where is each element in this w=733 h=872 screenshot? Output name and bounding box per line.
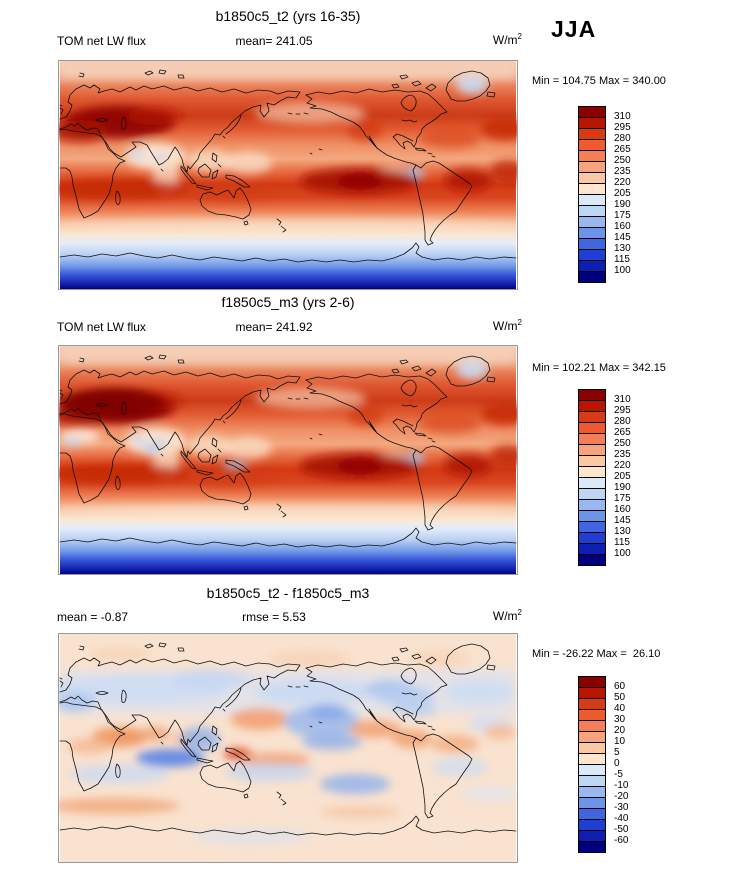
colorbar-tick: 250 — [614, 155, 631, 166]
colorbar-tick: 5 — [614, 747, 620, 758]
panel-2-minmax-label: Min = 102.21 Max = 342.15 — [532, 362, 666, 374]
map-panel-1 — [58, 60, 518, 290]
colorbar-tick: 145 — [614, 515, 631, 526]
colorbar-tick: 265 — [614, 427, 631, 438]
panel-1-variable-label: TOM net LW flux — [57, 34, 146, 48]
colorbar-segments — [578, 106, 606, 283]
colorbar-segments — [578, 389, 606, 566]
colorbar-segment — [578, 841, 606, 853]
flux-field-background — [60, 61, 516, 289]
colorbar-tick: 310 — [614, 394, 631, 405]
panel-2-title: f1850c5_m3 (yrs 2-6) — [221, 294, 355, 310]
colorbar-tick: -10 — [614, 780, 629, 791]
map-panel-3 — [58, 633, 518, 863]
flux-field-background — [60, 346, 516, 574]
map-panel-2 — [58, 345, 518, 575]
colorbar-tick: 115 — [614, 537, 630, 548]
colorbar-tick: 235 — [614, 166, 631, 177]
panel-1-title: b1850c5_t2 (yrs 16-35) — [215, 8, 361, 24]
colorbar-tick: 265 — [614, 144, 631, 155]
colorbar-tick: 130 — [614, 243, 631, 254]
colorbar-tick: 100 — [614, 548, 631, 559]
panel-3-mean-label: mean = -0.87 — [57, 610, 129, 624]
colorbar-tick: -50 — [614, 824, 629, 835]
colorbar-tick: 145 — [614, 232, 631, 243]
colorbar-tick: 175 — [614, 210, 631, 221]
colorbar-tick: 220 — [614, 177, 631, 188]
colorbar-tick: 310 — [614, 111, 631, 122]
panel-3-rmse-label: rmse = 5.53 — [242, 610, 306, 624]
colorbar-tick-labels: 310 295 280 265 250 235 220 205 190 175 160 145 130 1… — [578, 106, 688, 286]
colorbar-tick: 175 — [614, 493, 631, 504]
colorbar-tick: 205 — [614, 188, 631, 199]
colorbar-tick: 130 — [614, 526, 631, 537]
panel-3-minmax-label: Min = -26.22 Max = 26.10 — [532, 648, 661, 660]
season-label: JJA — [551, 16, 597, 42]
colorbar-tick: 190 — [614, 482, 631, 493]
colorbar-tick: -30 — [614, 802, 629, 813]
colorbar-tick: 115 — [614, 254, 630, 265]
colorbar-tick: 280 — [614, 416, 631, 427]
colorbar-segment — [578, 554, 606, 566]
colorbar-panel-1: 310 295 280 265 250 235 220 205 190 175 160 145 130 1… — [578, 106, 688, 286]
colorbar-tick: 10 — [614, 736, 626, 747]
colorbar-tick: 235 — [614, 449, 631, 460]
colorbar-tick: -60 — [614, 835, 629, 846]
panel-1-units-label: W/m2 — [492, 32, 522, 47]
colorbar-tick: 50 — [614, 692, 626, 703]
colorbar-tick: 295 — [614, 122, 631, 133]
colorbar-segments — [578, 676, 606, 853]
panel-3-units-label: W/m2 — [492, 608, 522, 623]
colorbar-tick: 220 — [614, 460, 631, 471]
colorbar-tick: -20 — [614, 791, 629, 802]
panel-3-title: b1850c5_t2 - f1850c5_m3 — [206, 585, 370, 601]
panel-2-mean-label: mean= 241.92 — [235, 320, 313, 334]
panel-1-minmax-label: Min = 104.75 Max = 340.00 — [532, 75, 666, 87]
colorbar-tick: 0 — [614, 758, 620, 769]
colorbar-tick-labels: 60 50 40 30 20 10 5 0 -5 -10 -20 -30 -40 -50 -60 — [578, 676, 688, 856]
colorbar-tick: 280 — [614, 133, 631, 144]
colorbar-segment — [578, 271, 606, 283]
panel-2-units-label: W/m2 — [492, 318, 522, 333]
colorbar-tick: 60 — [614, 681, 626, 692]
colorbar-tick: 100 — [614, 265, 631, 276]
colorbar-tick-labels: 310 295 280 265 250 235 220 205 190 175 160 145 130 1… — [578, 389, 688, 569]
colorbar-tick: 20 — [614, 725, 626, 736]
panel-1-mean-label: mean= 241.05 — [235, 34, 313, 48]
colorbar-panel-3: 60 50 40 30 20 10 5 0 -5 -10 -20 -30 -40 -50 -60 — [578, 676, 688, 856]
colorbar-tick: -40 — [614, 813, 629, 824]
colorbar-tick: 250 — [614, 438, 631, 449]
colorbar-tick: 30 — [614, 714, 626, 725]
panel-2-variable-label: TOM net LW flux — [57, 320, 146, 334]
colorbar-tick: 295 — [614, 405, 631, 416]
colorbar-tick: 190 — [614, 199, 631, 210]
colorbar-tick: 160 — [614, 504, 631, 515]
colorbar-tick: 205 — [614, 471, 631, 482]
colorbar-tick: 40 — [614, 703, 626, 714]
colorbar-tick: -5 — [614, 769, 623, 780]
colorbar-panel-2: 310 295 280 265 250 235 220 205 190 175 160 145 130 1… — [578, 389, 688, 569]
colorbar-tick: 160 — [614, 221, 631, 232]
